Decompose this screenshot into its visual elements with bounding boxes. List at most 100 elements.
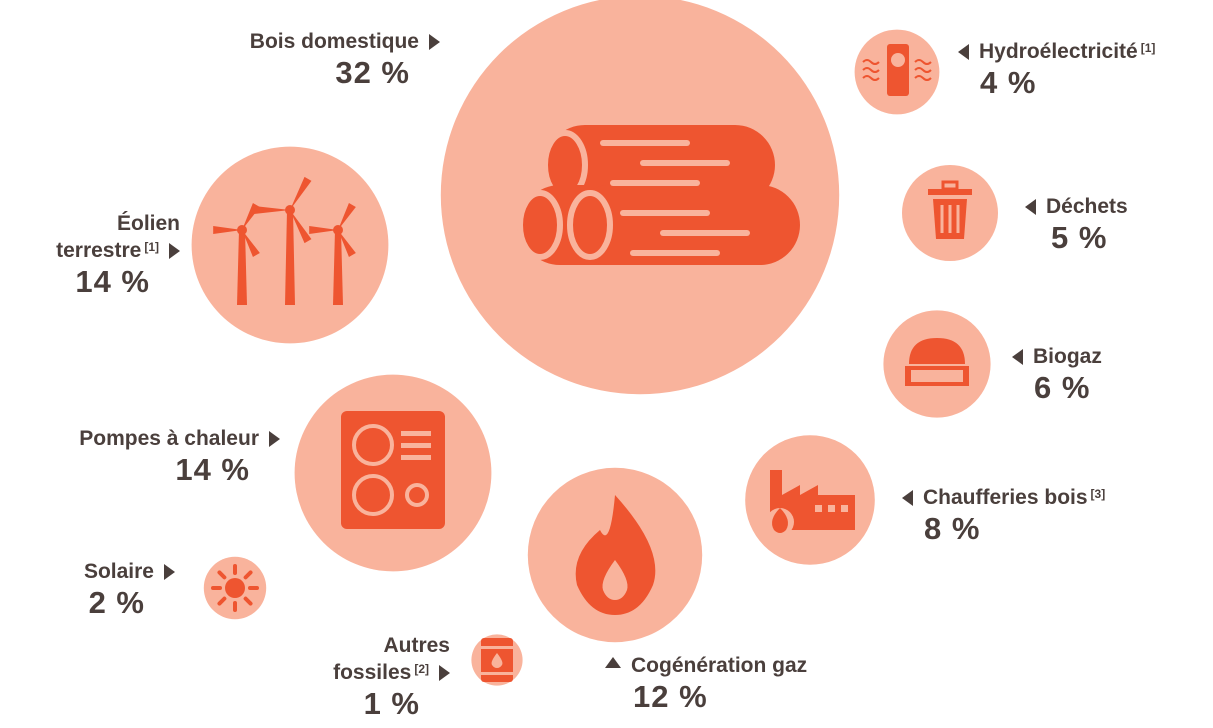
icon-wave bbox=[914, 59, 932, 65]
category-name: Hydroélectricité [1] bbox=[958, 38, 1155, 65]
icon-body bbox=[887, 44, 909, 96]
arrow bbox=[439, 665, 450, 682]
label: Déchets 5 % bbox=[1025, 193, 1128, 256]
label: Autres fossiles [2] 1 % bbox=[320, 632, 450, 722]
footnote: [1] bbox=[144, 240, 159, 254]
value-label: 4 % bbox=[980, 65, 1037, 100]
icon bbox=[213, 176, 356, 305]
icon-log-line bbox=[660, 230, 750, 236]
icon-ray bbox=[217, 596, 227, 606]
label: Bois domestique 32 % bbox=[250, 28, 440, 91]
icon-lid bbox=[928, 189, 972, 195]
arrow bbox=[164, 564, 175, 581]
label: Biogaz 6 % bbox=[1012, 343, 1102, 406]
icon-mast bbox=[285, 210, 295, 305]
icon-band bbox=[481, 672, 513, 675]
icon-window bbox=[828, 505, 835, 512]
icon-dome bbox=[909, 338, 965, 364]
icon-blade bbox=[290, 209, 312, 244]
icon-flame bbox=[575, 495, 656, 615]
icon-blade bbox=[254, 206, 290, 214]
icon-handle bbox=[941, 180, 959, 191]
footnote: [3] bbox=[1090, 487, 1106, 501]
category: Biogaz bbox=[1033, 345, 1102, 368]
icon-wave bbox=[862, 75, 880, 81]
icon-grill bbox=[401, 443, 431, 448]
icon-slot bbox=[940, 205, 944, 233]
category-name: Pompes à chaleur bbox=[79, 425, 280, 452]
value-label: 14 % bbox=[75, 264, 150, 299]
value-label: 32 % bbox=[335, 55, 410, 90]
arrow bbox=[605, 656, 621, 668]
label: Éolien terrestre [1] 14 % bbox=[30, 210, 180, 300]
icon-slot bbox=[956, 205, 960, 233]
label: Hydroélectricité [1] 4 % bbox=[958, 38, 1155, 101]
category-name: Bois domestique bbox=[250, 28, 440, 55]
icon-log bbox=[570, 185, 800, 265]
icon-log-line bbox=[620, 210, 710, 216]
arrow bbox=[1012, 349, 1023, 366]
arrow bbox=[902, 490, 913, 507]
icon-ray bbox=[243, 570, 253, 580]
arrow bbox=[1025, 199, 1036, 216]
icon-wave bbox=[914, 75, 932, 81]
icon-blade bbox=[290, 176, 312, 210]
icon-log-line bbox=[640, 160, 730, 166]
icon-fan bbox=[352, 474, 394, 516]
icon bbox=[862, 44, 932, 96]
icon bbox=[766, 470, 855, 536]
category-name: Solaire bbox=[84, 558, 175, 585]
icon-mast bbox=[333, 230, 343, 305]
label: Cogénération gaz 12 % bbox=[605, 652, 807, 715]
category-name: Biogaz bbox=[1012, 343, 1102, 370]
icon-blade bbox=[309, 226, 338, 234]
category: Solaire bbox=[83, 560, 154, 583]
icon-wave bbox=[914, 67, 932, 73]
icon-log-line bbox=[630, 250, 720, 256]
footnote: [1] bbox=[1140, 41, 1156, 55]
icon-grill bbox=[401, 431, 431, 436]
icon-fill bbox=[911, 370, 963, 382]
icon-drop bbox=[491, 653, 503, 668]
value-label: 5 % bbox=[1051, 220, 1108, 255]
icon-slot bbox=[948, 205, 952, 233]
label: Solaire 2 % bbox=[84, 558, 175, 621]
category-name: Éolien terrestre [1] bbox=[30, 210, 180, 264]
icon bbox=[517, 125, 800, 265]
category: Pompes à chaleur bbox=[79, 427, 259, 450]
icon bbox=[211, 564, 259, 612]
icon-sun bbox=[225, 578, 245, 598]
value-label: 1 % bbox=[363, 686, 420, 721]
icon-log-end bbox=[517, 190, 563, 260]
icon bbox=[905, 338, 969, 386]
category-name: Déchets bbox=[1025, 193, 1128, 220]
category: Déchets bbox=[1046, 195, 1128, 218]
icon-window bbox=[815, 505, 822, 512]
category: Autres fossiles bbox=[333, 634, 450, 684]
arrow bbox=[429, 34, 440, 51]
icon-knob bbox=[405, 483, 429, 507]
label: Pompes à chaleur 14 % bbox=[79, 425, 280, 488]
arrow bbox=[269, 431, 280, 448]
icon-ray bbox=[217, 570, 227, 580]
label: Chaufferies bois [3] 8 % bbox=[902, 484, 1105, 547]
value-label: 14 % bbox=[175, 452, 250, 487]
icon-blade bbox=[338, 230, 356, 257]
icon-log-line bbox=[600, 140, 690, 146]
footnote: [2] bbox=[414, 662, 429, 676]
category: Cogénération gaz bbox=[631, 654, 808, 677]
value-label: 6 % bbox=[1034, 370, 1091, 405]
icon-wave bbox=[862, 67, 880, 73]
value-label: 2 % bbox=[88, 585, 145, 620]
icon-window bbox=[841, 505, 848, 512]
category-name: Cogénération gaz bbox=[605, 652, 807, 679]
icon-band bbox=[481, 646, 513, 649]
icon-unit bbox=[341, 411, 445, 529]
category: Bois domestique bbox=[249, 30, 419, 53]
category-name: Autres fossiles [2] bbox=[320, 632, 450, 686]
icon-mast bbox=[237, 230, 247, 305]
icon-grill bbox=[401, 455, 431, 460]
icon-log-end bbox=[567, 190, 613, 260]
